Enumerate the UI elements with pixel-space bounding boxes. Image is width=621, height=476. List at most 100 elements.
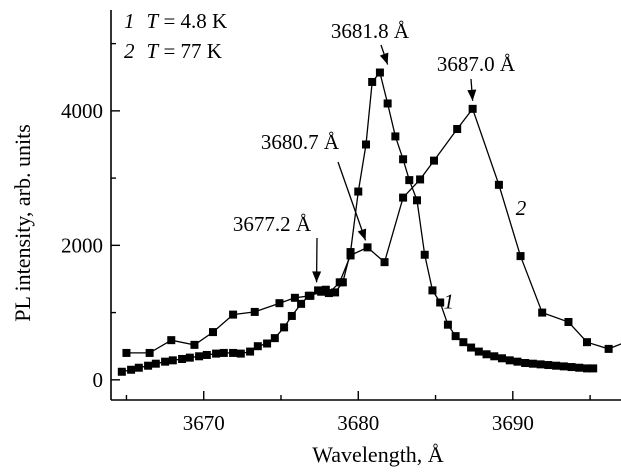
series-1-point <box>254 342 262 350</box>
series-2 <box>122 105 621 357</box>
axes-layer: 3670 3680 3690 0 2000 4000 Wavelength, Å PL int… <box>10 10 621 467</box>
series-1-point <box>513 358 521 366</box>
peak-arrow-head <box>380 53 389 65</box>
series-1-point <box>280 323 288 331</box>
peak-label: 3677.2 Å <box>233 212 312 236</box>
legend-number: 2 <box>124 39 135 63</box>
series-1-point <box>529 360 537 368</box>
peak-arrow-head <box>467 90 476 101</box>
series-2-point <box>317 288 325 296</box>
series-2-point <box>291 294 299 302</box>
series-1-point <box>384 99 392 107</box>
peak-label: 3680.7 Å <box>261 130 340 154</box>
series-2-point <box>605 345 613 353</box>
series-1-point <box>391 132 399 140</box>
peak-arrow-head <box>312 271 321 282</box>
curve-label: 1 <box>444 290 455 314</box>
series-1-point <box>127 366 135 374</box>
series-1-point <box>144 362 152 370</box>
series-2-point <box>564 318 572 326</box>
y-tick-label: 0 <box>93 368 104 392</box>
series-2-point <box>325 289 333 297</box>
series-1-point <box>459 338 467 346</box>
y-tick-label: 4000 <box>61 99 103 123</box>
series-1-point <box>544 361 552 369</box>
series-2-point <box>347 251 355 259</box>
series-2-point <box>209 328 217 336</box>
series-layer <box>118 69 621 376</box>
series-2-point <box>122 349 130 357</box>
series-1-point <box>229 349 237 357</box>
series-1-point <box>428 286 436 294</box>
series-2-point <box>495 181 503 189</box>
series-1-point <box>237 350 245 358</box>
series-2-point <box>146 349 154 357</box>
series-1-point <box>195 352 203 360</box>
series-1-point <box>521 359 529 367</box>
series-1-point <box>178 355 186 363</box>
peak-arrow <box>338 162 366 240</box>
series-1-point <box>444 321 452 329</box>
series-1-point <box>498 354 506 362</box>
series-1-point <box>560 362 568 370</box>
peak-label: 3687.0 Å <box>437 52 516 76</box>
series-1-point <box>490 352 498 360</box>
series-1-point <box>161 358 169 366</box>
series-1-point <box>362 140 370 148</box>
curve-label: 2 <box>516 196 527 220</box>
series-2-point <box>167 336 175 344</box>
series-1-point <box>271 334 279 342</box>
series-1-point <box>376 69 384 77</box>
series-1-point <box>552 362 560 370</box>
peak-arrow <box>467 79 476 101</box>
peak-arrow <box>312 238 321 282</box>
series-1-point <box>421 251 429 259</box>
y-tick-label: 2000 <box>61 233 103 257</box>
x-axis-title: Wavelength, Å <box>312 442 444 467</box>
series-1-point <box>203 351 211 359</box>
x-tick-label: 3670 <box>183 411 225 435</box>
series-2-point <box>583 338 591 346</box>
series-1-point <box>568 363 576 371</box>
series-1-point <box>135 364 143 372</box>
series-2-point <box>430 157 438 165</box>
series-2-point <box>399 194 407 202</box>
series-1-point <box>475 348 483 356</box>
series-2-point <box>469 105 477 113</box>
peak-arrow-head <box>358 228 366 240</box>
series-2-point <box>190 341 198 349</box>
peak-arrow <box>380 45 389 65</box>
series-1-point <box>506 356 514 364</box>
series-1-point <box>212 350 220 358</box>
series-2-point <box>416 175 424 183</box>
series-1-point <box>169 356 177 364</box>
series-1-point <box>118 368 126 376</box>
series-1-point <box>467 344 475 352</box>
x-tick-label: 3690 <box>492 411 534 435</box>
series-1-point <box>399 155 407 163</box>
series-1-point <box>288 312 296 320</box>
series-2-point <box>381 258 389 266</box>
series-1-point <box>220 349 228 357</box>
series-1-line <box>122 73 593 372</box>
series-1-point <box>589 364 597 372</box>
series-2-point <box>275 299 283 307</box>
series-1-point <box>452 332 460 340</box>
series-1 <box>118 69 597 376</box>
series-2-point <box>336 278 344 286</box>
y-axis-title: PL intensity, arb. units <box>10 124 35 322</box>
series-1-point <box>575 364 583 372</box>
series-1-point <box>152 360 160 368</box>
series-1-point <box>186 354 194 362</box>
legend-number: 1 <box>124 9 135 33</box>
series-1-point <box>354 188 362 196</box>
series-1-point <box>405 176 413 184</box>
series-2-line <box>127 109 621 353</box>
series-1-point <box>368 78 376 86</box>
x-tick-label: 3680 <box>337 411 379 435</box>
peak-label: 3681.8 Å <box>331 19 410 43</box>
